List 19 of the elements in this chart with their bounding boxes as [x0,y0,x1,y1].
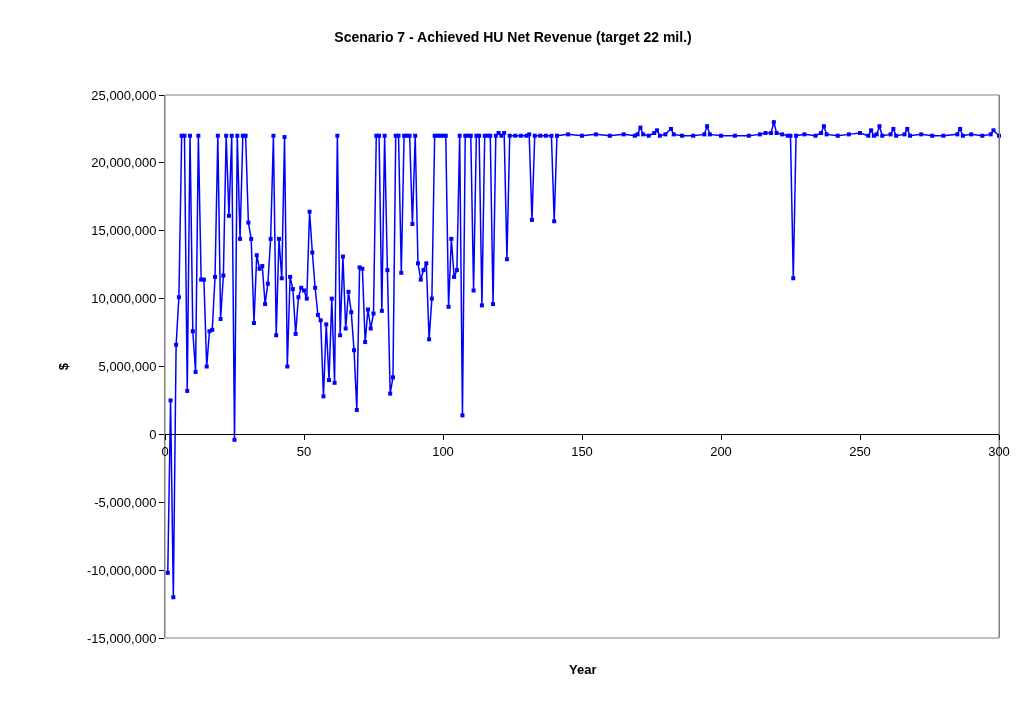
y-tick-label: -15,000,000 [86,630,157,646]
x-tick-label: 250 [849,443,871,459]
y-tick-label: 20,000,000 [91,155,157,171]
x-tick-label: 300 [988,443,1010,459]
y-tick-label: 25,000,000 [91,87,157,103]
chart-title: Scenario 7 - Achieved HU Net Revenue (target 22 mil.) [334,28,692,45]
x-axis-title: Year [569,662,597,677]
x-tick-label: 100 [432,443,454,459]
y-tick-label: 15,000,000 [91,223,157,239]
y-axis-title: $ [55,362,71,371]
x-tick-label: 200 [710,443,732,459]
y-tick-label: 5,000,000 [98,359,157,375]
y-tick-label: -5,000,000 [94,494,157,510]
x-tick-label: 150 [571,443,593,459]
x-tick-label: 0 [161,443,169,459]
x-tick-label: 50 [296,443,312,459]
y-tick-label: 10,000,000 [91,291,157,307]
y-tick-label: 0 [149,426,157,442]
y-tick-label: -10,000,000 [86,562,157,578]
